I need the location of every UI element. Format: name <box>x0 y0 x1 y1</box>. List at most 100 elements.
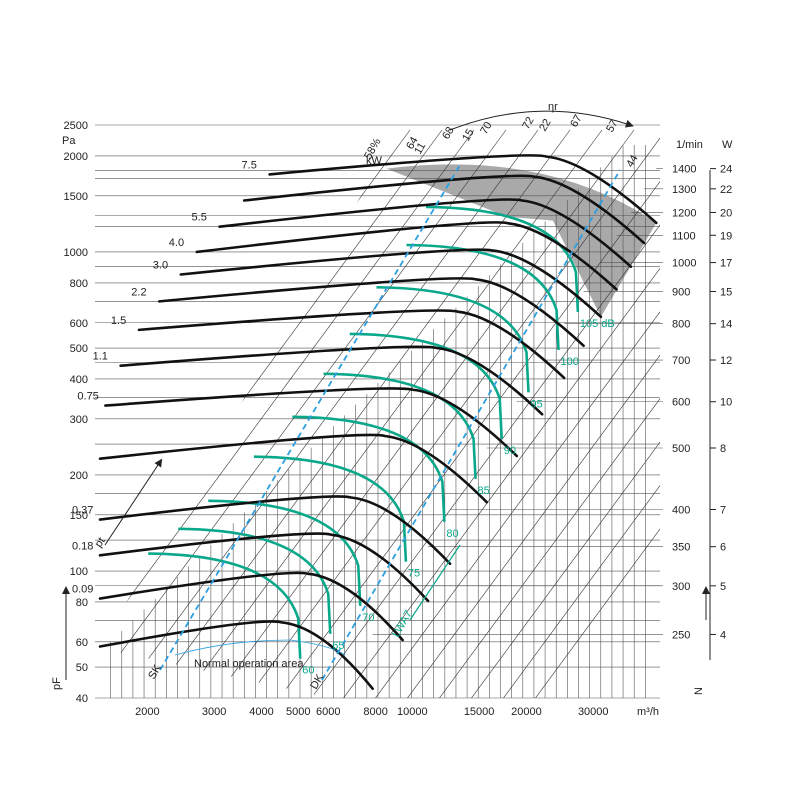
power-label: 5.5 <box>192 212 207 224</box>
noise-label: 14 <box>720 319 732 331</box>
x-tick-label: 4000 <box>249 706 273 718</box>
grid-lines <box>95 124 663 699</box>
performance-curve <box>208 499 362 606</box>
diagonal-line <box>213 129 635 698</box>
sound-level-label: 90 <box>504 445 516 457</box>
efficiency-label: 72 <box>520 115 537 132</box>
speed-curve <box>179 248 603 319</box>
y-tick-label: 200 <box>70 470 88 482</box>
diagonal-line <box>405 129 660 698</box>
efficiency-label: 22 <box>537 117 554 134</box>
sound-level-label: 65 <box>332 640 344 652</box>
efficiency-label: 15 <box>460 127 477 144</box>
y-unit-label: Pa <box>62 135 76 147</box>
power-label: 0.09 <box>72 584 93 596</box>
y-tick-label: 2000 <box>64 151 88 163</box>
noise-label: 10 <box>720 397 732 409</box>
power-label: 7.5 <box>242 159 257 171</box>
power-label: 1.1 <box>93 351 108 363</box>
speed-curve <box>98 495 452 566</box>
noise-label: 24 <box>720 164 732 176</box>
diagonal-line <box>245 129 660 698</box>
sound-level-label: 105 dB <box>580 318 615 330</box>
noise-label: 19 <box>720 230 732 242</box>
dashed-line <box>321 169 621 681</box>
noise-label: 8 <box>720 443 726 455</box>
speed-label: 350 <box>672 542 690 554</box>
x-tick-label: 5000 <box>286 706 310 718</box>
speed-label: 1200 <box>672 207 696 219</box>
efficiency-label: 44 <box>624 153 641 170</box>
x-tick-label: 30000 <box>578 706 609 718</box>
x-tick-label: 15000 <box>464 706 495 718</box>
noise-label: 7 <box>720 505 726 517</box>
noise-label: 12 <box>720 355 732 367</box>
power-label: 0.18 <box>72 540 93 552</box>
dashed-line <box>159 164 461 671</box>
speed-curve <box>119 345 544 416</box>
efficiency-label: 11 <box>412 141 428 157</box>
speed-label: 600 <box>672 397 690 409</box>
x-tick-label: 6000 <box>316 706 340 718</box>
x-unit-label: m³/h <box>637 706 659 718</box>
y-tick-label: 150 <box>70 510 88 522</box>
tick-labels: 40 50 60 80 100 150 200 300 400 500 600 800 1000 1500… <box>51 120 733 718</box>
x-tick-label: 3000 <box>202 706 226 718</box>
performance-curve <box>148 552 302 659</box>
y-tick-label: 500 <box>70 343 88 355</box>
speed-label: 1300 <box>672 184 696 196</box>
diagonal-line <box>469 129 660 698</box>
speed-curve <box>104 387 519 458</box>
speed-label: 300 <box>672 581 690 593</box>
lwa-arrow-line <box>409 544 461 621</box>
speed-label: 800 <box>672 319 690 331</box>
y-tick-label: 1500 <box>64 191 88 203</box>
diagonal-line <box>149 129 571 698</box>
y-tick-label: 2500 <box>64 120 88 132</box>
speed-label: 400 <box>672 505 690 517</box>
shaded-efficiency-area <box>386 164 657 317</box>
power-label: 0.37 <box>72 505 93 517</box>
y-axis-symbol: pF <box>51 677 63 690</box>
speed-curve <box>195 221 618 291</box>
efficiency-label: 64 <box>404 135 421 152</box>
speed-curve <box>98 571 404 642</box>
diagonal-line <box>501 129 660 698</box>
diagonal-line <box>373 129 660 698</box>
speed-curve <box>242 174 646 245</box>
power-label: 3.0 <box>153 259 168 271</box>
speed-label: 700 <box>672 355 690 367</box>
sound-level-label: 60 <box>302 665 314 677</box>
speed-label: 1400 <box>672 164 696 176</box>
diagonal-line <box>533 129 660 698</box>
pt-label: pt <box>93 535 108 549</box>
diagonal-line <box>437 129 660 698</box>
dashed-line-label: SK <box>146 662 164 681</box>
speed-curve <box>268 154 658 225</box>
sound-level-label: 85 <box>478 485 490 497</box>
noise-label: 17 <box>720 258 732 270</box>
noise-axis-symbol: N <box>693 687 705 695</box>
y-tick-label: 100 <box>70 566 88 578</box>
speed-curve <box>218 198 633 269</box>
noise-label: 4 <box>720 629 726 641</box>
sound-level-label: 80 <box>446 528 458 540</box>
diagonal-line <box>277 129 660 698</box>
y-tick-label: 50 <box>76 662 88 674</box>
x-tick-label: 2000 <box>135 706 159 718</box>
speed-curves <box>98 154 658 690</box>
power-label: 4.0 <box>169 237 184 249</box>
performance-curve <box>178 527 332 634</box>
sound-level-label: 75 <box>408 568 420 580</box>
operation-arc-right <box>289 639 346 656</box>
x-tick-label: 8000 <box>363 706 387 718</box>
performance-curve <box>292 415 446 522</box>
y-tick-label: 40 <box>76 693 88 705</box>
speed-label: 250 <box>672 629 690 641</box>
y-tick-label: 600 <box>70 318 88 330</box>
performance-curves <box>148 205 580 659</box>
noise-label: 6 <box>720 542 726 554</box>
speed-label: 500 <box>672 443 690 455</box>
performance-curve <box>406 243 560 351</box>
